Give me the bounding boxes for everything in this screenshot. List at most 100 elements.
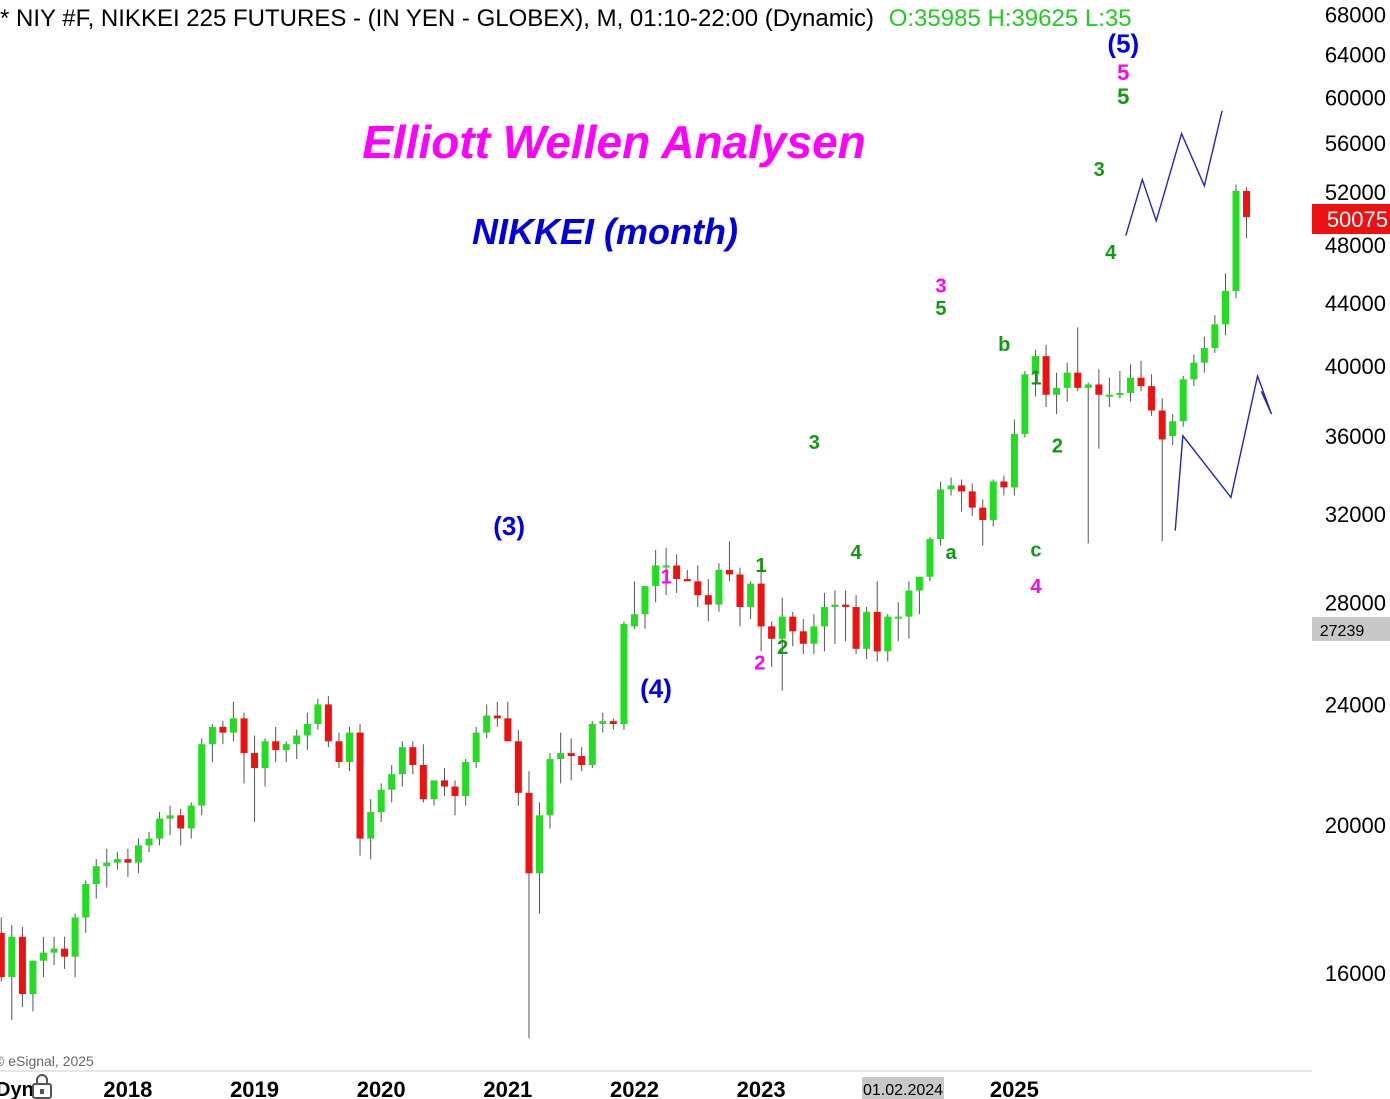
candle-down bbox=[324, 704, 332, 742]
candle-up bbox=[134, 845, 142, 863]
wave-label: b bbox=[998, 334, 1010, 356]
candle-up bbox=[282, 744, 290, 751]
candle-up bbox=[346, 732, 354, 763]
candle-down bbox=[493, 715, 501, 719]
candle-up bbox=[926, 539, 934, 577]
price-tick-label: 20000 bbox=[1325, 813, 1386, 838]
candle-up bbox=[937, 489, 945, 540]
candle-up bbox=[1053, 387, 1061, 395]
candle-up bbox=[747, 583, 755, 608]
candle-up bbox=[1232, 190, 1240, 291]
wave-label: 3 bbox=[1094, 159, 1105, 181]
candle-up bbox=[1169, 421, 1177, 437]
price-tick-label: 24000 bbox=[1325, 692, 1386, 717]
candle-up bbox=[39, 952, 47, 961]
candle-up bbox=[1179, 379, 1187, 422]
analysis-subtitle: NIKKEI (month) bbox=[472, 211, 738, 252]
wave-label: a bbox=[946, 542, 958, 564]
candle-bodies bbox=[0, 190, 1251, 995]
wave-label: 4 bbox=[1030, 576, 1042, 598]
candle-up bbox=[388, 774, 396, 790]
wave-label: 1 bbox=[661, 567, 672, 589]
wave-label: 3 bbox=[935, 275, 946, 297]
time-tick-label: 2018 bbox=[103, 1077, 152, 1099]
candle-down bbox=[789, 616, 797, 632]
time-axis[interactable]: 2018 2019 2020 2021 2022 2023 2025 bbox=[103, 1077, 1038, 1099]
candle-down bbox=[451, 786, 459, 797]
last-price-tag bbox=[1312, 204, 1390, 234]
candle-up bbox=[778, 616, 786, 639]
candle-down bbox=[979, 507, 987, 521]
candle-up bbox=[113, 859, 121, 863]
candle-up bbox=[398, 747, 406, 775]
candle-up bbox=[156, 818, 164, 839]
candle-up bbox=[50, 948, 58, 953]
candle-up bbox=[820, 607, 828, 627]
candle-up bbox=[884, 616, 892, 652]
price-tick-label: 56000 bbox=[1325, 131, 1386, 156]
price-tick-label: 64000 bbox=[1325, 43, 1386, 68]
candle-down bbox=[525, 792, 533, 874]
candle-down bbox=[514, 741, 522, 793]
candle-down bbox=[1243, 190, 1251, 218]
time-tick-label: 2019 bbox=[230, 1077, 279, 1099]
candle-down bbox=[1000, 481, 1008, 488]
cursor-price-tag bbox=[1312, 617, 1390, 641]
candle-down bbox=[409, 747, 417, 766]
candle-down bbox=[1095, 384, 1103, 395]
candle-down bbox=[419, 765, 427, 800]
candle-up bbox=[535, 815, 543, 874]
projection-future-path bbox=[1125, 110, 1223, 236]
candle-up bbox=[430, 780, 438, 800]
candle-down bbox=[567, 753, 575, 757]
cursor-price-value: 27239 bbox=[1320, 623, 1365, 640]
candle-up bbox=[472, 732, 480, 763]
candle-up bbox=[1116, 393, 1124, 396]
candle-up bbox=[261, 741, 269, 769]
candle-down bbox=[61, 948, 69, 957]
candle-up bbox=[915, 576, 923, 591]
candle-up bbox=[1032, 356, 1040, 375]
candle-up bbox=[1063, 372, 1071, 388]
candle-down bbox=[704, 595, 712, 605]
candle-down bbox=[757, 583, 765, 627]
price-tick-label: 36000 bbox=[1325, 424, 1386, 449]
price-tick-label: 60000 bbox=[1325, 85, 1386, 110]
wave-label: 2 bbox=[777, 637, 788, 659]
candle-down bbox=[18, 936, 26, 995]
wave-label: 1 bbox=[1030, 367, 1041, 389]
lock-icon[interactable] bbox=[32, 1074, 52, 1099]
candle-up bbox=[1222, 290, 1230, 325]
candle-up bbox=[557, 753, 565, 760]
candle-up bbox=[1190, 362, 1198, 380]
price-tick-label: 48000 bbox=[1325, 233, 1386, 258]
price-axis-panel bbox=[1312, 0, 1390, 1099]
candle-down bbox=[968, 491, 976, 508]
candle-up bbox=[8, 936, 16, 978]
candle-down bbox=[240, 718, 248, 754]
time-tick-label: 2023 bbox=[737, 1077, 786, 1099]
candle-down bbox=[441, 780, 449, 787]
candle-down bbox=[683, 579, 691, 582]
price-tick-label: 28000 bbox=[1325, 590, 1386, 615]
candle-down bbox=[219, 726, 227, 733]
ohlc-line: O:35985 H:39625 L:35 bbox=[889, 5, 1132, 32]
wave-label: 5 bbox=[1117, 60, 1129, 85]
wave-label: 4 bbox=[1105, 242, 1117, 264]
candle-up bbox=[483, 715, 491, 733]
candle-down bbox=[504, 718, 512, 742]
candle-down bbox=[177, 815, 185, 829]
candle-up bbox=[92, 866, 100, 885]
candle-down bbox=[251, 753, 259, 769]
price-axis[interactable]: 16000 20000 24000 28000 32000 36000 40000 44000… bbox=[1325, 2, 1386, 986]
candle-down bbox=[725, 569, 733, 575]
wave-label: 1 bbox=[756, 555, 767, 577]
candle-up bbox=[715, 569, 723, 605]
candle-up bbox=[377, 789, 385, 813]
candle-down bbox=[609, 721, 617, 725]
wave-label: 2 bbox=[754, 652, 765, 674]
candle-up bbox=[166, 815, 174, 819]
candle-up bbox=[367, 812, 375, 839]
